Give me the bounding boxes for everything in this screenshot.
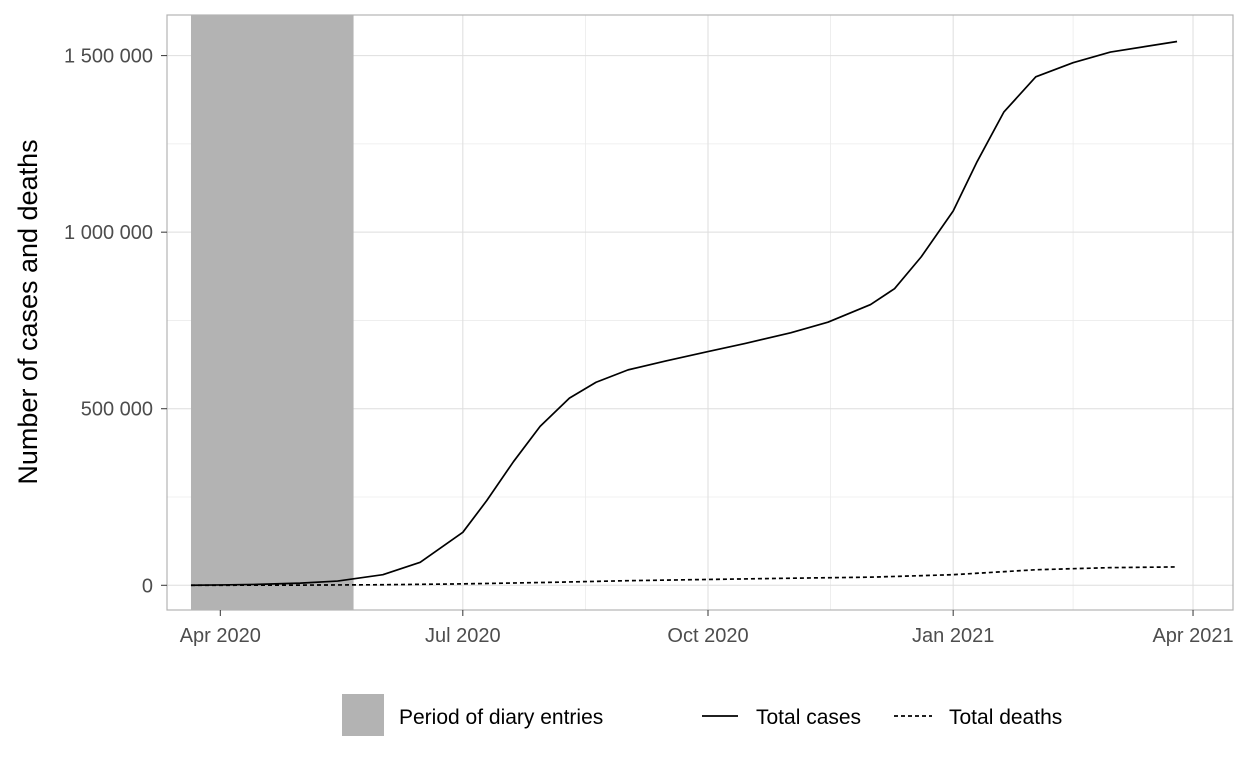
x-axis: Apr 2020 Jul 2020 Oct 2020 Jan 2021 Apr 2021: [180, 610, 1234, 647]
series-line-total-deaths: [190, 566, 1178, 587]
y-axis: 0 500 000 1 000 000 1 500 000: [64, 46, 167, 597]
diary-period-shade: [190, 15, 354, 610]
x-tick-label: Jul 2020: [425, 625, 501, 647]
legend-label-diary-period: Period of diary entries: [399, 706, 603, 729]
y-tick-label: 500 000: [81, 399, 153, 421]
series-line-total-cases: [190, 40, 1178, 587]
y-tick-label: 0: [142, 575, 153, 597]
legend-label-total-cases: Total cases: [756, 706, 861, 729]
legend: Period of diary entries Total cases Tota…: [342, 694, 1062, 736]
y-axis-title: Number of cases and deaths: [13, 139, 43, 484]
legend-label-total-deaths: Total deaths: [949, 706, 1062, 729]
x-tick-label: Jan 2021: [912, 625, 994, 647]
y-tick-label: 1 000 000: [64, 222, 153, 244]
plot-panel-border: [166, 14, 1234, 611]
y-tick-label: 1 500 000: [64, 46, 153, 68]
series-lines: [190, 40, 1178, 587]
legend-key-diary-period: [342, 694, 384, 736]
x-tick-label: Apr 2021: [1152, 625, 1233, 647]
x-tick-label: Apr 2020: [180, 625, 261, 647]
x-tick-label: Oct 2020: [667, 625, 748, 647]
